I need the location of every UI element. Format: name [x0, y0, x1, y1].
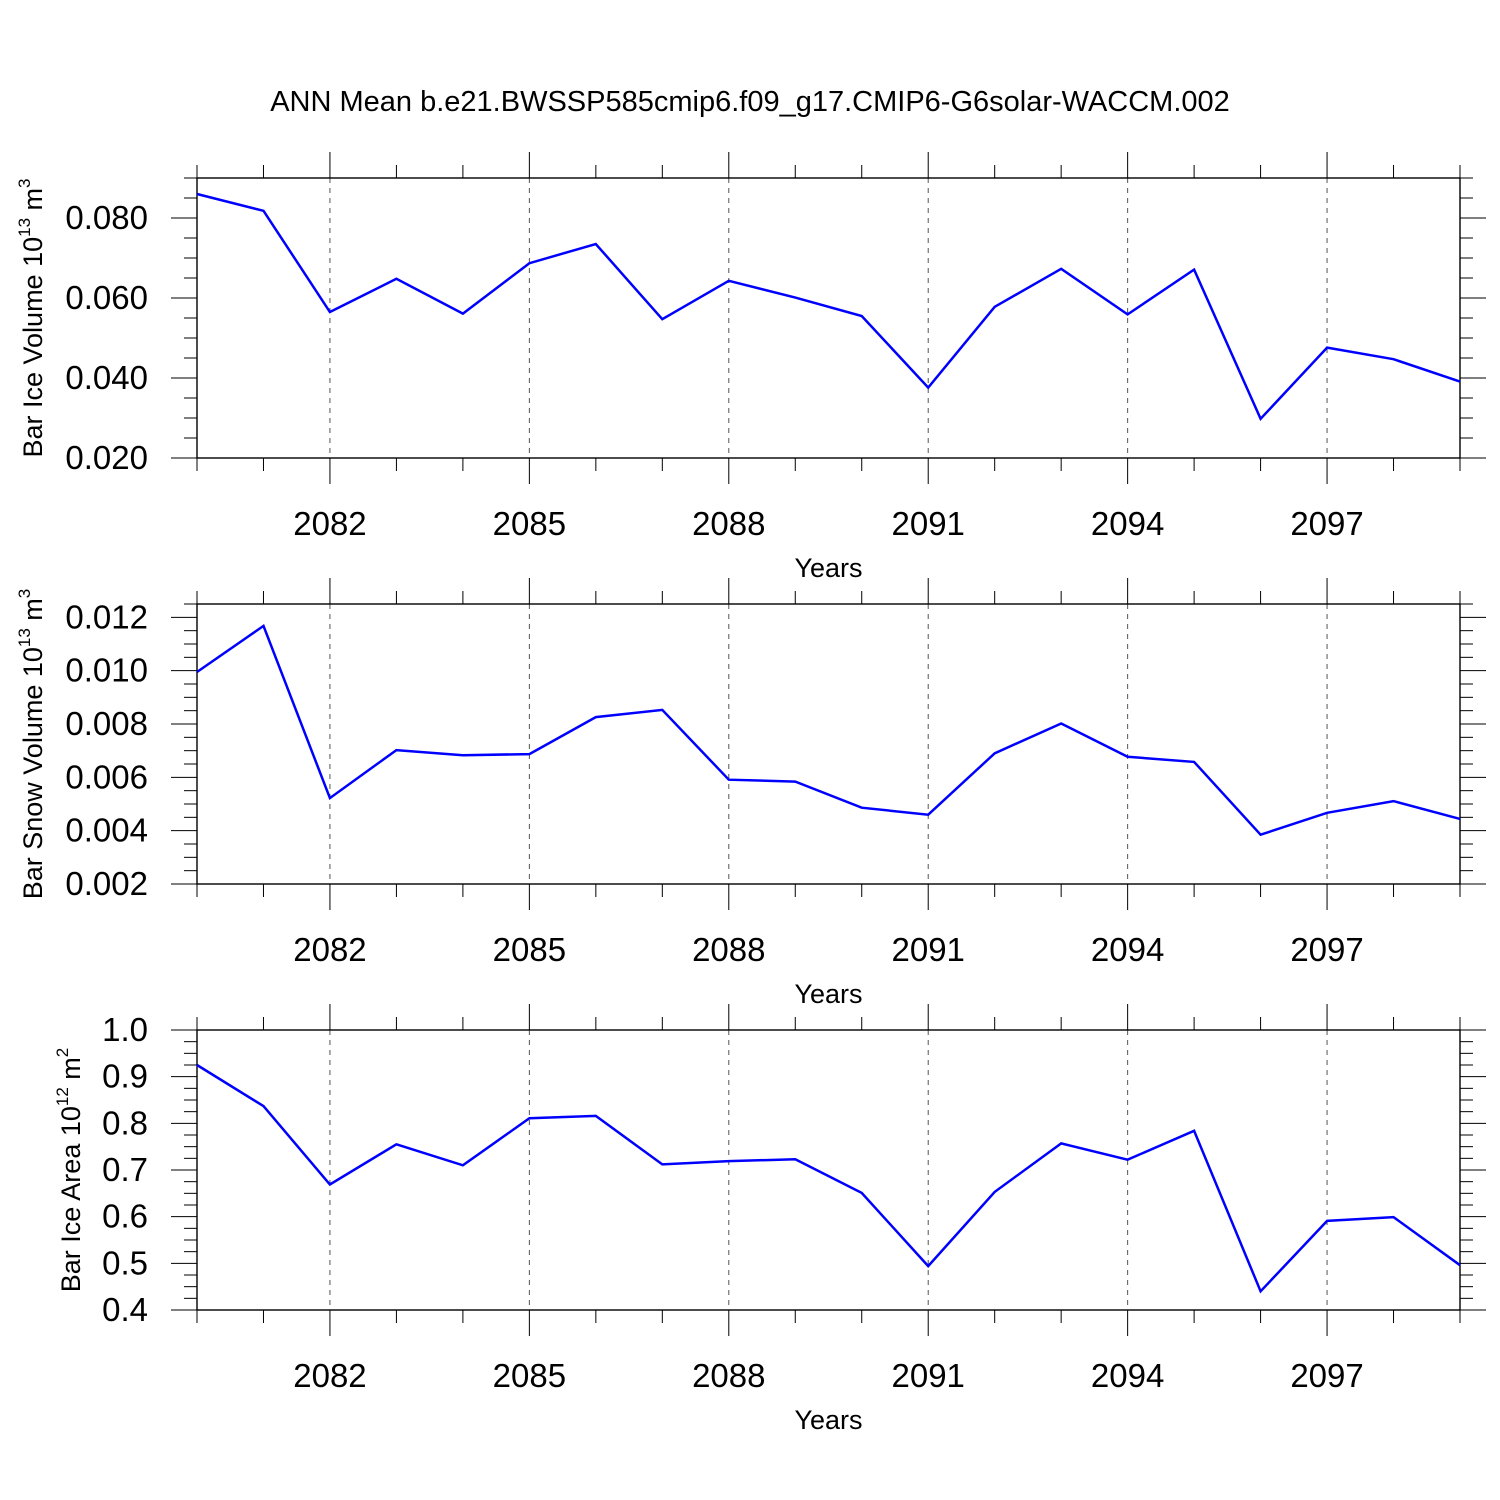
x-tick-label: 2085 [493, 931, 566, 968]
x-axis-label: Years [794, 1405, 862, 1435]
y-tick-label: 0.020 [65, 439, 148, 476]
x-tick-label: 2088 [692, 931, 765, 968]
plot-frame [196, 177, 1461, 459]
x-tick-label: 2094 [1091, 931, 1164, 968]
y-axis-label-part: 12 [53, 1087, 72, 1106]
figure-title: ANN Mean b.e21.BWSSP585cmip6.f09_g17.CMI… [270, 86, 1230, 118]
y-axis-label-part: m [18, 188, 48, 218]
series-line [196, 1063, 1461, 1294]
x-tick-label: 2091 [891, 1357, 964, 1394]
y-axis-label: Bar Snow Volume 1013 m3 [15, 589, 48, 900]
y-axis-label-part: Bar Ice Area 10 [56, 1106, 86, 1292]
x-tick-label: 2088 [692, 1357, 765, 1394]
y-axis-label-part: Bar Snow Volume 10 [18, 647, 48, 899]
series-line [196, 623, 1461, 837]
y-tick-label: 0.9 [102, 1058, 148, 1095]
x-tick-label: 2082 [293, 505, 366, 542]
chart-panel-1: 2082 2085 2088 2091 2094 2097 0.020 0.040 0.060 0… [15, 152, 1486, 583]
y-axis-label-part: 3 [15, 178, 34, 187]
y-tick-label: 0.6 [102, 1198, 148, 1235]
y-axis-label-part: 3 [15, 589, 34, 598]
x-axis-label: Years [794, 979, 862, 1009]
plot-frame [196, 603, 1461, 885]
y-axis-label-part: m [56, 1057, 86, 1087]
x-tick-label: 2097 [1290, 931, 1363, 968]
x-tick-label: 2097 [1290, 505, 1363, 542]
y-axis-label-part: Bar Ice Volume 10 [18, 237, 48, 458]
y-axis-label: Bar Ice Area 1012 m2 [53, 1048, 86, 1293]
y-tick-label: 0.002 [65, 865, 148, 902]
y-tick-label: 0.060 [65, 279, 148, 316]
x-tick-label: 2082 [293, 931, 366, 968]
y-tick-label: 0.010 [65, 652, 148, 689]
y-tick-label: 0.5 [102, 1244, 148, 1281]
y-tick-label: 0.012 [65, 598, 148, 635]
y-tick-label: 0.080 [65, 199, 148, 236]
x-tick-label: 2091 [891, 505, 964, 542]
x-tick-label: 2094 [1091, 1357, 1164, 1394]
plot-frame [196, 1029, 1461, 1311]
chart-panel-3: 2082 2085 2088 2091 2094 2097 0.4 0.5 0.6 0.7 0.8 0… [53, 1004, 1486, 1435]
y-tick-label: 0.040 [65, 359, 148, 396]
y-tick-label: 0.7 [102, 1151, 148, 1188]
y-axis-label-part: 13 [15, 628, 34, 647]
y-tick-label: 0.008 [65, 705, 148, 742]
x-tick-label: 2097 [1290, 1357, 1363, 1394]
y-tick-label: 0.004 [65, 812, 148, 849]
x-tick-label: 2088 [692, 505, 765, 542]
y-tick-label: 0.006 [65, 758, 148, 795]
x-tick-label: 2085 [493, 505, 566, 542]
y-axis-label-part: 2 [53, 1048, 72, 1057]
y-tick-label: 0.4 [102, 1291, 148, 1328]
chart-panel-2: 2082 2085 2088 2091 2094 2097 0.002 0.004 0.006 0… [15, 578, 1486, 1009]
y-axis-label-part: 13 [15, 218, 34, 237]
x-tick-label: 2082 [293, 1357, 366, 1394]
x-tick-label: 2094 [1091, 505, 1164, 542]
series-line [196, 192, 1461, 422]
x-tick-label: 2091 [891, 931, 964, 968]
x-tick-label: 2085 [493, 1357, 566, 1394]
y-tick-label: 1.0 [102, 1011, 148, 1048]
y-axis-label-part: m [18, 598, 48, 628]
y-tick-label: 0.8 [102, 1104, 148, 1141]
x-axis-label: Years [794, 553, 862, 583]
y-axis-label: Bar Ice Volume 1013 m3 [15, 178, 48, 457]
